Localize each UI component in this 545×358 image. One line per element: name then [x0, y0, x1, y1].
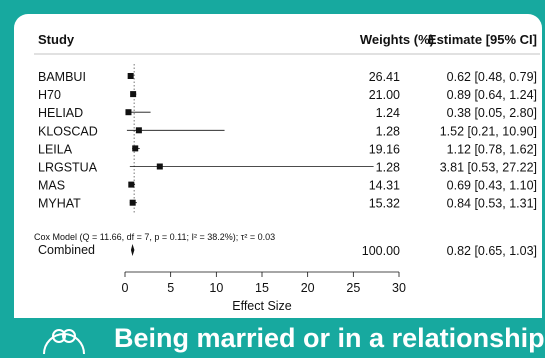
x-tick-label: 10 [209, 281, 223, 295]
summary-name: Combined [38, 243, 95, 257]
two-rings-icon [43, 329, 85, 354]
x-tick-label: 30 [392, 281, 406, 295]
x-tick-label: 15 [255, 281, 269, 295]
x-tick-label: 25 [346, 281, 360, 295]
study-ci: 0.62 [0.48, 0.79] [447, 70, 537, 84]
x-axis: 0 5 10 15 20 25 30 Effect Size [122, 271, 406, 313]
study-name: LEILA [38, 142, 73, 156]
estimate-square [156, 163, 163, 170]
study-ci: 1.12 [0.78, 1.62] [447, 142, 537, 156]
study-ci: 0.69 [0.43, 1.10] [447, 179, 537, 193]
study-name: HELIAD [38, 106, 83, 120]
study-row: KLOSCAD 1.28 1.52 [0.21, 10.90] [38, 124, 537, 138]
study-ci: 3.81 [0.53, 27.22] [440, 161, 537, 175]
estimate-square [129, 199, 136, 206]
study-row: MYHAT 15.32 0.84 [0.53, 1.31] [38, 197, 537, 211]
summary-ci: 0.82 [0.65, 1.03] [447, 244, 537, 258]
study-name: KLOSCAD [38, 124, 98, 138]
banner: Being married or in a relationship [14, 318, 545, 358]
study-weight: 15.32 [369, 197, 400, 211]
study-name: H70 [38, 88, 61, 102]
study-row: LRGSTUA 1.28 3.81 [0.53, 27.22] [38, 161, 537, 175]
study-name: BAMBUI [38, 70, 86, 84]
study-weight: 21.00 [369, 88, 400, 102]
study-weight: 26.41 [369, 70, 400, 84]
study-row: HELIAD 1.24 0.38 [0.05, 2.80] [38, 106, 537, 120]
estimate-square [127, 73, 134, 79]
estimate-square [135, 127, 142, 134]
study-weight: 19.16 [369, 142, 400, 156]
study-name: MYHAT [38, 197, 81, 211]
header-study: Study [38, 32, 75, 47]
x-axis-title: Effect Size [232, 299, 292, 313]
study-row: MAS 14.31 0.69 [0.43, 1.10] [38, 179, 537, 193]
study-name: MAS [38, 179, 65, 193]
estimate-square [125, 109, 132, 116]
header-weights: Weights (%) [360, 32, 434, 47]
study-ci: 0.89 [0.64, 1.24] [447, 88, 537, 102]
summary-diamond [130, 244, 135, 256]
banner-title: Being married or in a relationship [114, 323, 545, 353]
study-row: H70 21.00 0.89 [0.64, 1.24] [38, 88, 537, 102]
study-name: LRGSTUA [38, 161, 98, 175]
x-tick-label: 20 [301, 281, 315, 295]
study-weight: 14.31 [369, 179, 400, 193]
study-ci: 0.84 [0.53, 1.31] [447, 197, 537, 211]
study-row: BAMBUI 26.41 0.62 [0.48, 0.79] [38, 70, 537, 84]
x-tick-label: 0 [122, 281, 129, 295]
study-row: LEILA 19.16 1.12 [0.78, 1.62] [38, 142, 537, 156]
estimate-square [132, 145, 139, 152]
study-rows: BAMBUI 26.41 0.62 [0.48, 0.79] H70 21.00 0.89… [34, 64, 537, 258]
estimate-square [128, 181, 135, 188]
x-tick-label: 5 [167, 281, 174, 295]
study-ci: 1.52 [0.21, 10.90] [440, 124, 537, 138]
study-ci: 0.38 [0.05, 2.80] [447, 106, 537, 120]
forest-plot-card: Study Weights (%) Estimate [95% CI] BAMB… [14, 14, 545, 358]
summary-weight: 100.00 [362, 244, 400, 258]
estimate-square [130, 91, 137, 98]
study-weight: 1.24 [376, 106, 400, 120]
forest-plot: Study Weights (%) Estimate [95% CI] BAMB… [34, 32, 540, 313]
model-note: Cox Model (Q = 11.66, df = 7, p = 0.11; … [34, 232, 275, 242]
study-weight: 1.28 [376, 124, 400, 138]
header-estimate: Estimate [95% CI] [428, 32, 537, 47]
study-weight: 1.28 [376, 161, 400, 175]
